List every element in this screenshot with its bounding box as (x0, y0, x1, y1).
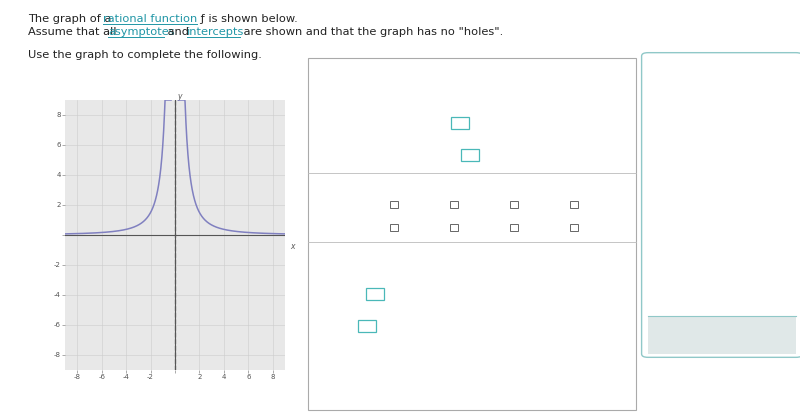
Text: Vertical asymptote(s):: Vertical asymptote(s): (316, 115, 426, 125)
Text: □: □ (662, 81, 674, 91)
Text: (□,□]: (□,□] (700, 120, 731, 130)
Text: and: and (164, 27, 193, 37)
Text: -∞: -∞ (658, 168, 676, 183)
Text: ↺: ↺ (706, 326, 718, 341)
Text: ×: × (662, 326, 674, 341)
Text: of ƒ.: of ƒ. (462, 250, 483, 259)
Text: Range:: Range: (316, 318, 351, 328)
Text: intercept(s):: intercept(s): (316, 207, 376, 217)
Text: domain: domain (376, 250, 411, 259)
Text: − 2: − 2 (400, 198, 418, 208)
Text: [□,□): [□,□) (744, 120, 775, 130)
Text: 5: 5 (400, 221, 406, 231)
Text: y-: y- (316, 220, 325, 230)
Text: (□,□): (□,□) (746, 98, 777, 108)
Text: union: union (476, 262, 502, 271)
Text: ∞: ∞ (748, 142, 761, 157)
Text: asymptotes: asymptotes (108, 27, 174, 37)
Text: necessary. Select “None” as necessary.: necessary. Select “None” as necessary. (316, 89, 503, 98)
Text: − 2: − 2 (460, 221, 478, 231)
Text: □: □ (662, 70, 674, 80)
Text: None: None (706, 98, 733, 108)
Text: None: None (580, 198, 606, 208)
Text: x-: x- (316, 197, 326, 207)
Text: 0: 0 (520, 221, 526, 231)
Text: □U□: □U□ (696, 142, 723, 152)
Text: Assume that all: Assume that all (28, 27, 120, 37)
Text: The graph of a: The graph of a (28, 14, 115, 24)
Text: x: x (290, 243, 294, 252)
Text: (c)  Find the: (c) Find the (316, 250, 376, 259)
Text: intercepts: intercepts (187, 27, 244, 37)
Text: □=□: □=□ (739, 74, 769, 84)
Text: ƒ is shown below.: ƒ is shown below. (197, 14, 298, 24)
Text: 0: 0 (460, 198, 466, 208)
Text: interval: interval (428, 262, 464, 271)
Text: □: □ (710, 81, 718, 91)
Text: or: or (462, 262, 478, 271)
Text: range: range (432, 250, 460, 259)
Text: □: □ (710, 70, 718, 80)
Text: y: y (177, 92, 182, 102)
Text: None: None (580, 221, 606, 231)
Text: intercept(s):: intercept(s): (316, 230, 376, 240)
Text: (b)  Find all x-intercepts and y-intercepts. Check: (b) Find all x-intercepts and y-intercep… (316, 181, 548, 190)
Text: □: □ (702, 72, 710, 82)
Text: asymptotes. Enter the equations using the “and” button as: asymptotes. Enter the equations using th… (316, 78, 598, 87)
Text: Use the graph to complete the following.: Use the graph to complete the following. (28, 50, 262, 60)
Text: ?: ? (752, 326, 760, 341)
Text: that apply.: that apply. (579, 181, 632, 190)
Text: of intervals.: of intervals. (506, 262, 566, 271)
Text: are shown and that the graph has no "holes".: are shown and that the graph has no "hol… (240, 27, 503, 37)
Text: 5: 5 (520, 198, 526, 208)
Text: [□,□]: [□,□] (656, 120, 687, 130)
Text: (a)  Write the equations for all vertical and horizontal: (a) Write the equations for all vertical… (316, 67, 570, 76)
Text: ∅: ∅ (662, 142, 678, 160)
Text: Horizontal asymptote(s):: Horizontal asymptote(s): (316, 147, 439, 157)
Text: and: and (412, 250, 436, 259)
Text: all: all (564, 181, 577, 190)
Text: □and□: □and□ (658, 98, 695, 108)
Text: Write each answer as an: Write each answer as an (316, 262, 437, 271)
Text: rational function: rational function (103, 14, 198, 24)
Text: Domain:: Domain: (316, 286, 358, 296)
